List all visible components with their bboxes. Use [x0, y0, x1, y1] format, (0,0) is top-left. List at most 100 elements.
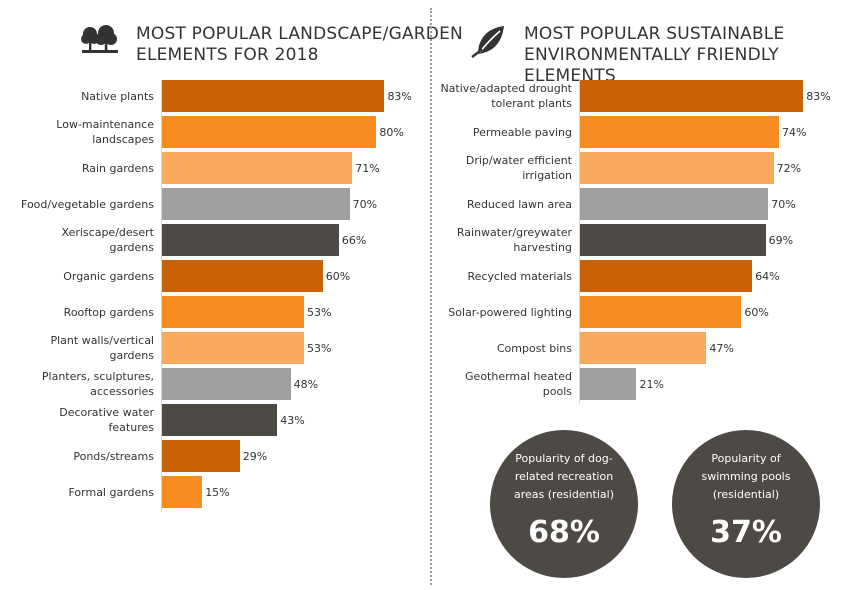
dog-recreation-stat-circle: Popularity of dog- related recreation ar…: [490, 430, 638, 578]
bar-value-label: 21%: [639, 377, 664, 391]
category-label: Low-maintenance landscapes: [6, 116, 154, 148]
category-label-line: irrigation: [522, 169, 572, 182]
bar: [162, 116, 377, 148]
category-label: Food/vegetable gardens: [6, 188, 154, 220]
bar: [580, 80, 804, 112]
category-label-line: Rooftop gardens: [63, 305, 154, 319]
category-label-line: features: [108, 421, 154, 434]
bar: [580, 296, 742, 328]
bar-value-label: 64%: [755, 269, 780, 283]
bar-value-label: 72%: [776, 161, 802, 175]
bar: [162, 404, 278, 436]
bar: [162, 80, 385, 112]
bar-value-label: 15%: [205, 485, 230, 499]
category-label: Organic gardens: [6, 260, 154, 292]
bar: [162, 440, 240, 472]
category-label: Ponds/streams: [6, 440, 154, 472]
bar-value-label: 74%: [782, 125, 807, 139]
bar: [162, 188, 350, 220]
category-label: Geothermal heated pools: [424, 368, 572, 400]
category-label-line: harvesting: [513, 241, 572, 254]
category-label: Solar-powered lighting: [424, 296, 572, 328]
category-label: Decorative water features: [6, 404, 154, 436]
category-label-line: Compost bins: [496, 341, 572, 355]
bar-value-label: 69%: [768, 233, 794, 247]
category-label-line: Plant walls/vertical: [50, 334, 154, 347]
category-label-line: Rainwater/greywater: [456, 226, 572, 239]
bar-value-label: 60%: [325, 269, 351, 283]
bar-value-label: 80%: [379, 125, 404, 139]
leaf-icon: [471, 26, 504, 58]
bar-value-label: 83%: [387, 89, 412, 103]
category-label-line: gardens: [109, 241, 154, 254]
category-label-line: Formal gardens: [68, 485, 154, 499]
category-label-line: Organic gardens: [63, 269, 154, 283]
category-label-line: Rain gardens: [81, 161, 154, 175]
category-label-line: Recycled materials: [467, 269, 572, 283]
bar-value-label: 43%: [280, 413, 305, 427]
category-label-line: landscapes: [92, 133, 154, 146]
trees-icon: [81, 25, 118, 53]
category-label-line: Reduced lawn area: [467, 197, 572, 211]
bar-value-label: 29%: [242, 449, 268, 463]
left-chart-title: MOST POPULAR LANDSCAPE/GARDEN ELEMENTS F…: [136, 24, 463, 66]
bar: [162, 224, 339, 256]
category-label: Plant walls/vertical gardens: [6, 332, 154, 364]
bar: [580, 152, 774, 184]
bar: [580, 332, 707, 364]
left-title-line-1: MOST POPULAR LANDSCAPE/GARDEN: [136, 24, 463, 44]
stat-label-line: Popularity of: [711, 452, 781, 465]
category-label-line: Ponds/streams: [73, 449, 154, 463]
stat-label-line: (residential): [712, 488, 780, 501]
bar: [162, 332, 305, 364]
category-label-line: pools: [542, 385, 572, 398]
category-label: Recycled materials: [424, 260, 572, 292]
category-label-line: tolerant plants: [491, 97, 572, 110]
category-label: Compost bins: [424, 332, 572, 364]
category-label: Permeable paving: [424, 116, 572, 148]
bar-value-label: 60%: [744, 305, 769, 319]
stat-label-line: areas (residential): [513, 488, 615, 501]
category-label-line: Xeriscape/desert: [61, 226, 154, 239]
bar: [580, 116, 780, 148]
chart-axis-line: [161, 80, 162, 512]
bar-value-label: 71%: [355, 161, 380, 175]
stat-value: 37%: [710, 515, 782, 550]
category-label-line: Low-maintenance: [56, 118, 154, 131]
category-label: Rooftop gardens: [6, 296, 154, 328]
panel-divider: [430, 8, 432, 585]
bar: [162, 476, 203, 508]
category-label: Rain gardens: [6, 152, 154, 184]
bar-value-label: 47%: [709, 341, 734, 355]
category-label: Reduced lawn area: [424, 188, 572, 220]
category-label: Rainwater/greywater harvesting: [424, 224, 572, 256]
bar: [580, 260, 753, 292]
stat-label-line: Popularity of dog-: [515, 452, 613, 465]
left-title-line-2: ELEMENTS FOR 2018: [136, 45, 319, 65]
category-label-line: accessories: [90, 385, 154, 398]
category-label: Drip/water efficient irrigation: [424, 152, 572, 184]
bar: [162, 152, 353, 184]
category-label-line: gardens: [109, 349, 154, 362]
chart-axis-line: [579, 80, 580, 404]
category-label: Xeriscape/desert gardens: [6, 224, 154, 256]
category-label-line: Permeable paving: [472, 125, 572, 139]
bar-value-label: 53%: [307, 305, 332, 319]
category-label-line: Solar-powered lighting: [448, 305, 572, 319]
right-chart-title: MOST POPULAR SUSTAINABLE ENVIRONMENTALLY…: [524, 24, 850, 87]
bar: [580, 368, 637, 400]
category-label-line: Decorative water: [59, 406, 154, 419]
bar: [580, 224, 766, 256]
category-label: Planters, sculptures, accessories: [6, 368, 154, 400]
stat-value: 68%: [528, 515, 600, 550]
bar: [580, 188, 769, 220]
category-label: Native/adapted drought tolerant plants: [424, 80, 572, 112]
bar-value-label: 70%: [771, 197, 796, 211]
category-label-line: Drip/water efficient: [465, 154, 572, 167]
bar-value-label: 66%: [341, 233, 367, 247]
category-label-line: Planters, sculptures,: [41, 370, 154, 383]
bar: [162, 368, 291, 400]
bar: [162, 296, 305, 328]
category-label-line: Native/adapted drought: [440, 82, 572, 95]
category-label-line: Native plants: [81, 89, 154, 103]
